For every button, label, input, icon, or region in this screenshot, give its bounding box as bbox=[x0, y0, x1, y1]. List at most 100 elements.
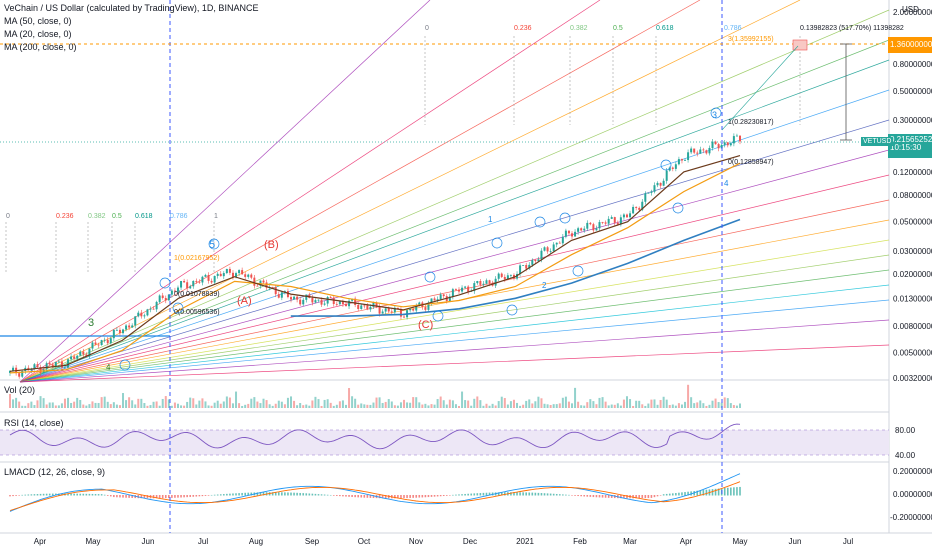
macd-hist-bar bbox=[9, 495, 11, 497]
volume-bar bbox=[253, 397, 256, 408]
candle-body bbox=[632, 206, 635, 214]
macd-hist-bar bbox=[143, 495, 146, 499]
fan-line bbox=[19, 254, 890, 383]
macd-hist-bar bbox=[308, 493, 311, 496]
macd-hist-bar bbox=[549, 493, 552, 496]
candle-body bbox=[100, 340, 103, 346]
volume-bar bbox=[9, 394, 11, 408]
price-tick: 0.12000000 bbox=[893, 168, 932, 177]
macd-hist-bar bbox=[97, 494, 100, 496]
volume-bar bbox=[164, 396, 167, 408]
candle-body bbox=[76, 355, 79, 359]
candle-body bbox=[509, 274, 512, 276]
wave-circle bbox=[710, 107, 722, 119]
volume-bar bbox=[488, 405, 491, 408]
macd-hist-bar bbox=[329, 494, 332, 496]
volume-bar bbox=[561, 397, 564, 408]
candle-body bbox=[711, 141, 714, 148]
candle-body bbox=[378, 306, 381, 314]
macd-hist-bar bbox=[119, 495, 121, 498]
macd-hist-bar bbox=[577, 495, 579, 497]
macd-hist-bar bbox=[320, 494, 323, 496]
macd-hist-bar bbox=[485, 492, 488, 496]
candle-body bbox=[210, 280, 213, 283]
candle-body bbox=[589, 222, 592, 225]
candle-body bbox=[656, 182, 659, 186]
ma-line bbox=[9, 155, 741, 372]
volume-bar bbox=[512, 399, 515, 408]
macd-hist-bar bbox=[717, 488, 720, 496]
macd-hist-bar bbox=[201, 495, 204, 497]
volume-bar bbox=[247, 403, 250, 408]
fan-line bbox=[19, 0, 801, 383]
volume-bar bbox=[552, 404, 555, 408]
rsi-pane-label[interactable]: RSI (14, close) bbox=[4, 418, 64, 428]
volume-bar bbox=[629, 399, 632, 408]
macd-hist-bar bbox=[665, 493, 668, 496]
fib-time-zones bbox=[0, 36, 801, 337]
volume-bar bbox=[592, 401, 595, 408]
volume-bar bbox=[662, 396, 665, 408]
volume-bar bbox=[424, 403, 427, 408]
macd-hist-bar bbox=[470, 493, 473, 496]
macd-hist-bar bbox=[678, 492, 680, 496]
candle-body bbox=[296, 296, 299, 300]
volume-bar bbox=[344, 404, 347, 408]
candle-body bbox=[571, 233, 574, 237]
candle-body bbox=[164, 297, 167, 301]
candle-body bbox=[552, 244, 555, 252]
volume-bar bbox=[448, 399, 451, 408]
candle-body bbox=[265, 282, 268, 288]
candle-body bbox=[479, 281, 482, 285]
candle-body bbox=[525, 265, 528, 269]
volume-bar bbox=[201, 398, 204, 408]
candle-body bbox=[357, 305, 360, 309]
volume-bar bbox=[470, 405, 473, 408]
macd-hist-bar bbox=[55, 493, 57, 496]
macd-hist-bar bbox=[345, 495, 347, 497]
ma200-legend[interactable]: MA (200, close, 0) bbox=[4, 42, 77, 52]
fib-left-618: 0.618 bbox=[135, 213, 153, 220]
macd-hist-bar bbox=[684, 492, 686, 496]
chart-title[interactable]: VeChain / US Dollar (calculated by Tradi… bbox=[4, 3, 259, 13]
moving-averages bbox=[9, 155, 741, 374]
time-tick: 2021 bbox=[516, 537, 534, 546]
volume-bar bbox=[622, 399, 625, 408]
macd-hist-bar bbox=[384, 495, 387, 499]
candle-body bbox=[146, 309, 149, 316]
volume-bar bbox=[299, 403, 302, 408]
volume-bar bbox=[396, 405, 399, 408]
fib-top-5: 0.5 bbox=[613, 25, 623, 32]
macd-hist-bar bbox=[537, 492, 540, 496]
macd-pane-label[interactable]: LMACD (12, 26, close, 9) bbox=[4, 467, 106, 477]
candle-body bbox=[586, 222, 589, 229]
macd-hist-bar bbox=[290, 492, 292, 496]
volume-bar bbox=[537, 396, 540, 408]
ma50-legend[interactable]: MA (50, close, 0) bbox=[4, 16, 72, 26]
ma-line bbox=[290, 218, 741, 317]
wave-high-label: 1(0.28230817) bbox=[728, 119, 774, 126]
candle-body bbox=[106, 339, 109, 344]
price-tick: 0.05000000 bbox=[893, 218, 932, 227]
candle-body bbox=[219, 273, 222, 277]
candle-body bbox=[134, 316, 137, 326]
fib-left-5: 0.5 bbox=[112, 213, 122, 220]
volume-bar bbox=[94, 402, 97, 408]
candle-body bbox=[531, 259, 534, 265]
candle-body bbox=[137, 312, 140, 317]
candle-body bbox=[253, 277, 256, 286]
candle-body bbox=[326, 297, 329, 304]
volume-bar bbox=[369, 404, 372, 408]
candle-body bbox=[12, 367, 15, 371]
volume-pane-label[interactable]: Vol (20) bbox=[4, 385, 36, 395]
macd-hist-bar bbox=[394, 495, 396, 499]
volume-bar bbox=[76, 397, 79, 408]
candle-body bbox=[354, 298, 357, 306]
fib-top-382: 0.382 bbox=[570, 25, 588, 32]
fib-top-236: 0.236 bbox=[514, 25, 532, 32]
fan-line bbox=[19, 0, 701, 383]
ma20-legend[interactable]: MA (20, close, 0) bbox=[4, 29, 72, 39]
candle-body bbox=[372, 302, 375, 307]
volume-bar bbox=[274, 403, 277, 408]
